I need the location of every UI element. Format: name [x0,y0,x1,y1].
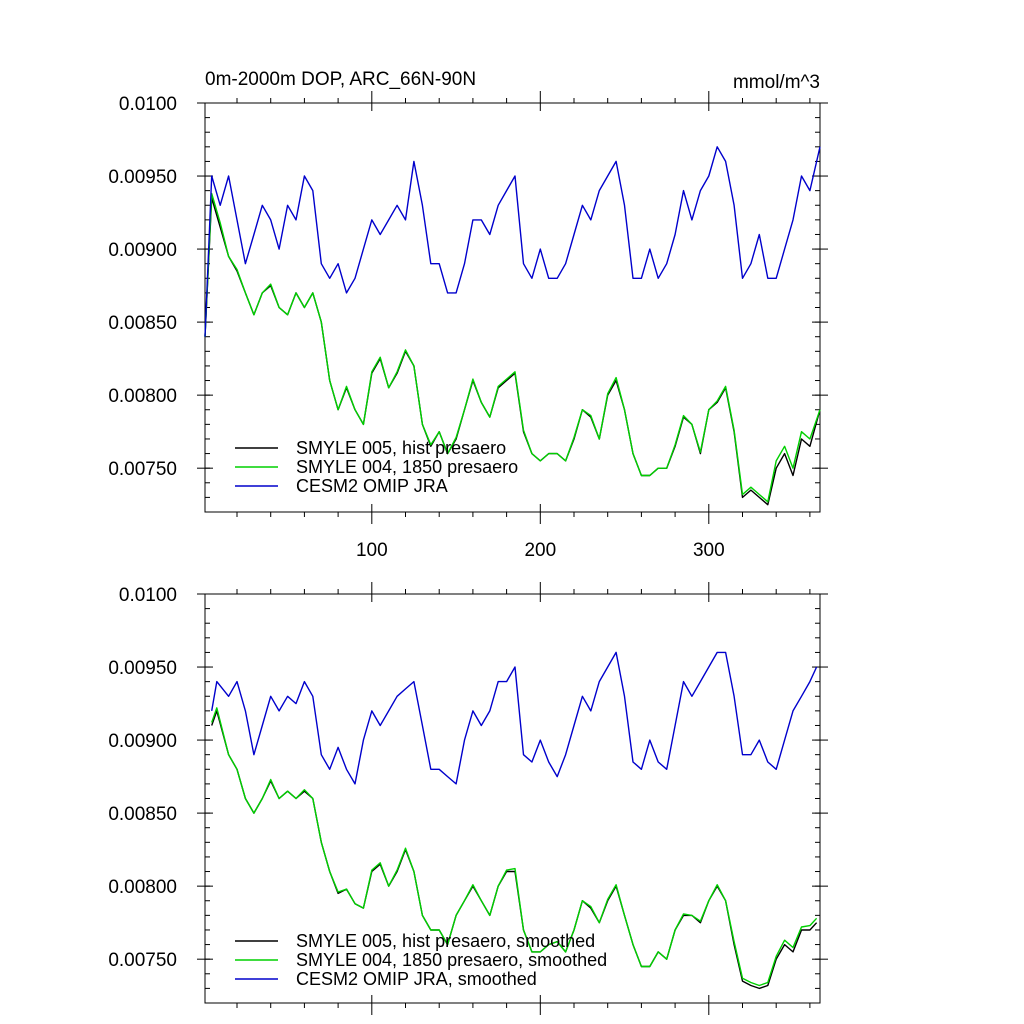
y-tick-label: 0.00900 [108,731,177,752]
x-tick-label: 100 [356,540,388,561]
series-line-3 [204,146,821,337]
y-tick-label: 0.0100 [119,94,177,115]
legend-label-1: SMYLE 005, hist presaero [296,438,506,458]
y-tick-label: 0.00850 [108,313,177,334]
y-tick-label: 0.0100 [119,585,177,606]
legend-label-3: CESM2 OMIP JRA, smoothed [296,969,537,989]
y-tick-label: 0.00750 [108,950,177,971]
panel-top: 0m-2000m DOP, ARC_66N-90N mmol/m^3 0.010… [108,69,828,561]
panel-top-units: mmol/m^3 [733,72,820,93]
y-tick-label: 0.00950 [108,658,177,679]
legend-label-2: SMYLE 004, 1850 presaero, smoothed [296,950,607,970]
y-tick-label: 0.00800 [108,877,177,898]
x-tick-label: 200 [524,540,556,561]
series-line-2 [204,192,821,503]
legend-label-1: SMYLE 005, hist presaero, smoothed [296,931,595,951]
series-line-2 [211,707,818,987]
y-tick-label: 0.00900 [108,240,177,261]
y-tick-label: 0.00950 [108,167,177,188]
y-tick-label: 0.00750 [108,459,177,480]
x-tick-label: 300 [693,540,725,561]
legend-label-2: SMYLE 004, 1850 presaero [296,457,518,477]
y-tick-label: 0.00850 [108,804,177,825]
y-tick-label: 0.00800 [108,386,177,407]
panel-top-title: 0m-2000m DOP, ARC_66N-90N [205,69,476,90]
legend-label-3: CESM2 OMIP JRA [296,476,448,496]
panel-bottom: 0.0100 0.00950 0.00900 0.00850 0.00800 0.0075… [108,582,828,1015]
series-line-3 [211,651,818,785]
